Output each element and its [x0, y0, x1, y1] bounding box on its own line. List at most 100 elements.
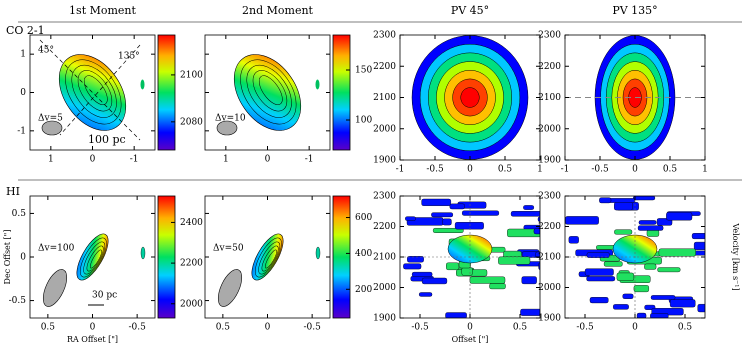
- colorbar: [332, 34, 351, 151]
- blob: [140, 246, 146, 260]
- pv-streak: [633, 285, 649, 293]
- y-tick-label: 0: [20, 88, 26, 98]
- x-tick-label: 0.5: [678, 323, 693, 333]
- pv-streak: [421, 198, 452, 206]
- pv-streak: [584, 268, 614, 276]
- beam: [217, 269, 243, 307]
- y-tick-label: 2200: [373, 222, 396, 232]
- x-tick-label: 1: [702, 165, 708, 175]
- pv-streak: [650, 313, 669, 318]
- panel-content: [42, 233, 146, 307]
- y-tick-label: 2200: [373, 62, 396, 72]
- beam: [42, 269, 68, 307]
- pv-streak: [461, 267, 473, 276]
- x-tick-label: 0: [467, 323, 473, 333]
- panel-content: [411, 35, 529, 160]
- colorbar-tick-label: 600: [355, 213, 372, 223]
- contour: [252, 70, 288, 112]
- y-tick-label: 0.5: [12, 209, 27, 219]
- colorbar-tick-label: 2100: [180, 70, 203, 80]
- pv-streak: [638, 220, 657, 225]
- contour: [89, 249, 102, 269]
- annotation: Δv=50: [213, 244, 244, 254]
- pv-streak: [657, 267, 681, 273]
- pv-streak: [461, 210, 500, 216]
- pv-streak: [403, 263, 422, 270]
- x-tick-label: -1: [396, 165, 405, 175]
- panel-content: [400, 196, 540, 318]
- x-tick-label: -0.5: [411, 323, 429, 333]
- x-tick-label: 0.5: [216, 323, 231, 333]
- pv-streak: [616, 272, 635, 281]
- contour: [83, 241, 106, 275]
- pv-streak: [454, 222, 484, 230]
- beam: [41, 120, 63, 136]
- pv-streak: [498, 256, 531, 265]
- emission: [76, 233, 109, 281]
- x-tick-label: 1: [48, 155, 54, 165]
- x-tick-label: -1: [561, 165, 570, 175]
- pa-line: [59, 44, 141, 136]
- panel-content: [39, 39, 145, 141]
- pv-streak: [445, 312, 467, 318]
- pv-streak: [405, 216, 416, 221]
- x-tick-label: 1: [223, 155, 229, 165]
- panel-content: [217, 233, 321, 307]
- pv-streak: [633, 196, 656, 201]
- x-tick-label: 0: [632, 323, 638, 333]
- y-tick-label: 2000: [373, 124, 396, 134]
- x-tick-label: 0: [90, 323, 96, 333]
- pv-streak: [637, 225, 664, 231]
- pv-streak: [666, 212, 693, 221]
- x-tick-label: 0: [265, 323, 271, 333]
- pv-streak: [658, 248, 696, 257]
- y-tick-label: 2100: [373, 253, 396, 263]
- y2-axis-label: Velocity [km s⁻¹]: [731, 222, 740, 290]
- x-tick-label: -1: [305, 155, 314, 165]
- colorbar-tick-label: 2080: [180, 117, 203, 127]
- contour: [264, 249, 277, 269]
- pv-streak: [614, 229, 633, 235]
- y-tick-label: 2300: [373, 192, 396, 202]
- x-tick-label: -0.5: [128, 323, 146, 333]
- y-tick-label: 2200: [538, 62, 561, 72]
- contour: [83, 75, 108, 105]
- x-tick-label: -0.5: [576, 323, 594, 333]
- x-tick-label: -1: [130, 155, 139, 165]
- contour: [86, 245, 104, 272]
- y-tick-label: 1900: [538, 156, 561, 166]
- contour: [240, 59, 297, 125]
- pv-streak: [418, 292, 433, 297]
- colorbar: [157, 34, 176, 151]
- contour: [71, 64, 117, 118]
- blob: [140, 79, 145, 90]
- pv-streak: [586, 276, 616, 282]
- pv-streak: [644, 263, 657, 270]
- y-tick-label: 2100: [538, 253, 561, 263]
- pv-streak: [589, 297, 609, 304]
- y-tick-label: -0.5: [9, 296, 27, 306]
- pv-streak: [586, 252, 610, 258]
- annotation: Δv=5: [38, 114, 63, 124]
- blob: [315, 246, 321, 260]
- y-tick-label: 2300: [373, 31, 396, 41]
- contour: [246, 64, 292, 118]
- annotation: 100 pc: [88, 133, 126, 146]
- pv-streak: [521, 276, 537, 285]
- y-tick-label: -1: [17, 126, 26, 136]
- pv-streak: [411, 271, 433, 277]
- pv-streak: [568, 236, 579, 244]
- pv-streak: [507, 228, 540, 238]
- x-tick-label: 0.5: [41, 323, 56, 333]
- contour: [254, 237, 282, 278]
- y-tick-label: 2300: [538, 31, 561, 41]
- pa-line: [39, 39, 141, 141]
- pv-streak: [442, 218, 452, 226]
- pv-streak: [636, 312, 647, 318]
- pv-streak: [646, 229, 660, 237]
- column-title: PV 45°: [451, 4, 489, 17]
- column-title: 1st Moment: [69, 4, 136, 17]
- pv-level: [460, 87, 480, 108]
- pv-streak: [691, 233, 705, 240]
